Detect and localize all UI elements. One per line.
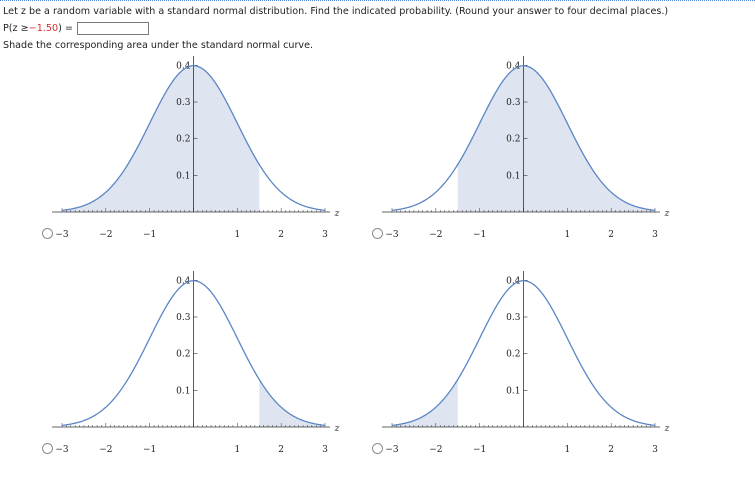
x-tick-label: 1 xyxy=(234,445,240,455)
y-tick-label: 0.2 xyxy=(176,350,190,360)
normal-curve-plot: 0.1 0.2 0.3 0.4 −3 −2 −1 1 2 3 z xyxy=(52,56,340,240)
shaded-region xyxy=(62,65,260,212)
normal-curve-plot: 0.1 0.2 0.3 0.4 −3 −2 −1 1 2 3 z xyxy=(52,271,340,455)
graph-option-c[interactable]: 0.1 0.2 0.3 0.4 −3 −2 −1 1 2 3 z xyxy=(40,265,380,480)
x-tick-label: −1 xyxy=(143,445,156,455)
x-tick-label: 2 xyxy=(608,445,614,455)
y-tick-label: 0.4 xyxy=(176,276,191,286)
x-tick-label: 3 xyxy=(322,230,328,240)
probability-suffix: ) = xyxy=(58,22,73,34)
normal-curve xyxy=(391,65,656,212)
x-tick-label: 1 xyxy=(564,445,570,455)
x-tick-label: 2 xyxy=(608,230,614,240)
probability-prefix: P(z ≥ xyxy=(3,22,29,34)
answer-input[interactable] xyxy=(76,21,149,35)
graph-radio-button[interactable] xyxy=(42,443,53,454)
x-axis-label: z xyxy=(664,209,670,219)
y-tick-label: 0.3 xyxy=(176,313,191,323)
x-tick-label: −3 xyxy=(55,230,69,240)
y-tick-label: 0.4 xyxy=(506,276,521,286)
x-tick-label: −3 xyxy=(385,445,399,455)
graph-radio-button[interactable] xyxy=(372,228,383,239)
normal-curve xyxy=(61,280,326,427)
y-tick-label: 0.4 xyxy=(176,61,191,71)
problem-statement: Let z be a random variable with a standa… xyxy=(3,6,669,17)
normal-curve xyxy=(391,280,656,427)
x-tick-label: −2 xyxy=(429,445,442,455)
y-tick-label: 0.2 xyxy=(176,135,190,145)
shaded-region xyxy=(259,379,325,427)
y-tick-label: 0.2 xyxy=(506,350,520,360)
graph-option-b[interactable]: 0.1 0.2 0.3 0.4 −3 −2 −1 1 2 3 z xyxy=(370,50,710,265)
x-tick-label: −2 xyxy=(99,230,112,240)
x-tick-label: −2 xyxy=(429,230,442,240)
y-tick-label: 0.2 xyxy=(506,135,520,145)
y-tick-label: 0.3 xyxy=(506,98,521,108)
x-tick-label: −3 xyxy=(55,445,69,455)
probability-row: P(z ≥ −1.50) = xyxy=(3,20,149,36)
graph-radio-button[interactable] xyxy=(372,443,383,454)
probability-value: −1.50 xyxy=(28,22,59,34)
y-tick-label: 0.1 xyxy=(506,171,520,181)
shaded-region xyxy=(457,65,655,212)
x-tick-label: 1 xyxy=(564,230,570,240)
x-tick-label: 3 xyxy=(652,230,658,240)
graph-option-a[interactable]: 0.1 0.2 0.3 0.4 −3 −2 −1 1 2 3 z xyxy=(40,50,380,265)
x-tick-label: 2 xyxy=(278,230,284,240)
x-tick-label: −1 xyxy=(143,230,156,240)
normal-curve-plot: 0.1 0.2 0.3 0.4 −3 −2 −1 1 2 3 z xyxy=(382,56,670,240)
top-divider xyxy=(0,0,755,1)
x-tick-label: −3 xyxy=(385,230,399,240)
x-tick-label: −1 xyxy=(473,230,486,240)
normal-curve-plot: 0.1 0.2 0.3 0.4 −3 −2 −1 1 2 3 z xyxy=(382,271,670,455)
shade-instruction: Shade the corresponding area under the s… xyxy=(3,40,314,51)
y-tick-label: 0.1 xyxy=(506,386,520,396)
x-tick-label: 3 xyxy=(322,445,328,455)
x-axis-label: z xyxy=(664,424,670,434)
y-tick-label: 0.1 xyxy=(176,171,190,181)
y-tick-label: 0.4 xyxy=(506,61,521,71)
x-tick-label: 3 xyxy=(652,445,658,455)
graph-radio-button[interactable] xyxy=(42,228,53,239)
x-axis-label: z xyxy=(334,209,340,219)
graph-option-d[interactable]: 0.1 0.2 0.3 0.4 −3 −2 −1 1 2 3 z xyxy=(370,265,710,480)
shaded-region xyxy=(392,379,458,427)
x-tick-label: 2 xyxy=(278,445,284,455)
x-axis-label: z xyxy=(334,424,340,434)
x-tick-label: 1 xyxy=(234,230,240,240)
y-tick-label: 0.3 xyxy=(176,98,191,108)
x-tick-label: −1 xyxy=(473,445,486,455)
normal-curve xyxy=(61,65,326,212)
y-tick-label: 0.1 xyxy=(176,386,190,396)
x-tick-label: −2 xyxy=(99,445,112,455)
y-tick-label: 0.3 xyxy=(506,313,521,323)
